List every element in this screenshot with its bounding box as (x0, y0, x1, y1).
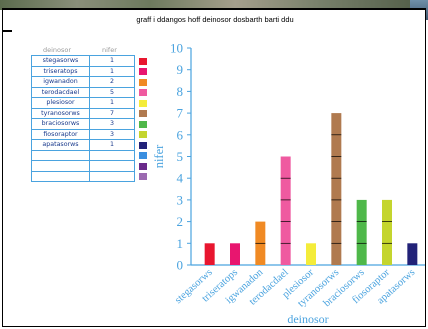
color-swatch[interactable] (139, 110, 147, 117)
table-cell-count[interactable]: 1 (90, 66, 135, 76)
table-row: igwanadon 2 (31, 77, 147, 88)
y-tick-label: 5 (177, 149, 184, 164)
y-tick-label: 7 (177, 106, 184, 121)
table-cell-count[interactable]: 3 (90, 129, 135, 139)
table-cell-name[interactable]: braciosorws (31, 119, 90, 129)
table-row: triseratops 1 (31, 66, 147, 77)
color-swatch[interactable] (139, 120, 147, 128)
color-swatch[interactable] (139, 152, 147, 159)
table-cell-count[interactable]: 3 (90, 119, 135, 129)
table-row: tyranosorws 7 (31, 108, 147, 119)
table-cell-name[interactable]: apatasorws (31, 140, 90, 150)
table-cell-count[interactable]: 1 (90, 56, 135, 66)
y-tick-label: 4 (177, 171, 184, 186)
table-row (31, 150, 147, 161)
bar-chart: 012345678910niferstegasorwstriseratopsig… (153, 41, 425, 326)
y-tick-label: 1 (177, 236, 184, 251)
y-tick-label: 3 (177, 192, 184, 207)
table-row: apatasorws 1 (31, 140, 147, 151)
data-table: stegasorws 1 triseratops 1 igwanadon 2 terodac… (31, 55, 147, 182)
table-row (31, 171, 147, 182)
chart-title: graff i ddangos hoff deinosor dosbarth b… (136, 15, 294, 24)
table-row: plesiosor 1 (31, 98, 147, 109)
bar (204, 243, 215, 265)
y-tick-label: 9 (177, 62, 184, 77)
bar (306, 243, 316, 265)
table-row: fiosoraptor 3 (31, 129, 147, 140)
color-swatch[interactable] (139, 173, 147, 180)
table-cell-count[interactable] (90, 150, 135, 160)
color-swatch[interactable] (139, 57, 147, 65)
table-cell-name[interactable]: stegasorws (31, 56, 90, 66)
bar (230, 243, 240, 265)
bar (356, 199, 367, 265)
table-header-count: nifer (102, 46, 117, 54)
table-cell-count[interactable]: 1 (90, 98, 135, 108)
table-cell-name[interactable]: fiosoraptor (31, 129, 90, 139)
table-cell-count[interactable]: 2 (90, 77, 135, 87)
y-tick-label: 2 (177, 214, 184, 229)
table-cell-count[interactable]: 7 (90, 108, 135, 118)
y-tick-label: 10 (170, 41, 183, 56)
bar (407, 243, 418, 265)
y-tick-label: 6 (177, 127, 184, 142)
table-cell-count[interactable] (90, 161, 135, 171)
table-cell-name[interactable]: terodacdael (31, 87, 90, 97)
table-row: braciosorws 3 (31, 119, 147, 130)
table-header: deinosor nifer (31, 46, 137, 56)
table-cell-name[interactable] (31, 161, 90, 171)
table-cell-count[interactable]: 5 (90, 87, 135, 97)
table-row: stegasorws 1 (31, 56, 147, 67)
color-swatch[interactable] (139, 162, 147, 170)
color-swatch[interactable] (139, 68, 147, 75)
table-cell-name[interactable]: tyranosorws (31, 108, 90, 118)
color-swatch[interactable] (139, 131, 147, 138)
color-swatch[interactable] (139, 141, 147, 149)
table-cell-count[interactable] (90, 171, 135, 181)
x-axis-label: deinosor (287, 312, 328, 326)
table-cell-count[interactable]: 1 (90, 140, 135, 150)
table-header-name: deinosor (43, 46, 72, 54)
background-photo-strip (0, 0, 428, 10)
bar (331, 113, 342, 265)
y-tick-label: 0 (177, 258, 184, 273)
y-tick-label: 8 (177, 84, 184, 99)
table-row: terodacdael 5 (31, 87, 147, 98)
edge-mark (3, 30, 12, 32)
color-swatch[interactable] (139, 78, 147, 86)
table-cell-name[interactable] (31, 150, 90, 160)
y-axis-label: nifer (153, 144, 166, 168)
color-swatch[interactable] (139, 99, 147, 107)
chart-window: graff i ddangos hoff deinosor dosbarth b… (2, 8, 426, 327)
table-cell-name[interactable]: igwanadon (31, 77, 90, 87)
table-row (31, 161, 147, 172)
table-cell-name[interactable]: triseratops (31, 66, 90, 76)
color-swatch[interactable] (139, 89, 147, 96)
table-cell-name[interactable]: plesiosor (31, 98, 90, 108)
bar (382, 199, 392, 265)
bar (280, 156, 291, 265)
table-cell-name[interactable] (31, 171, 90, 181)
